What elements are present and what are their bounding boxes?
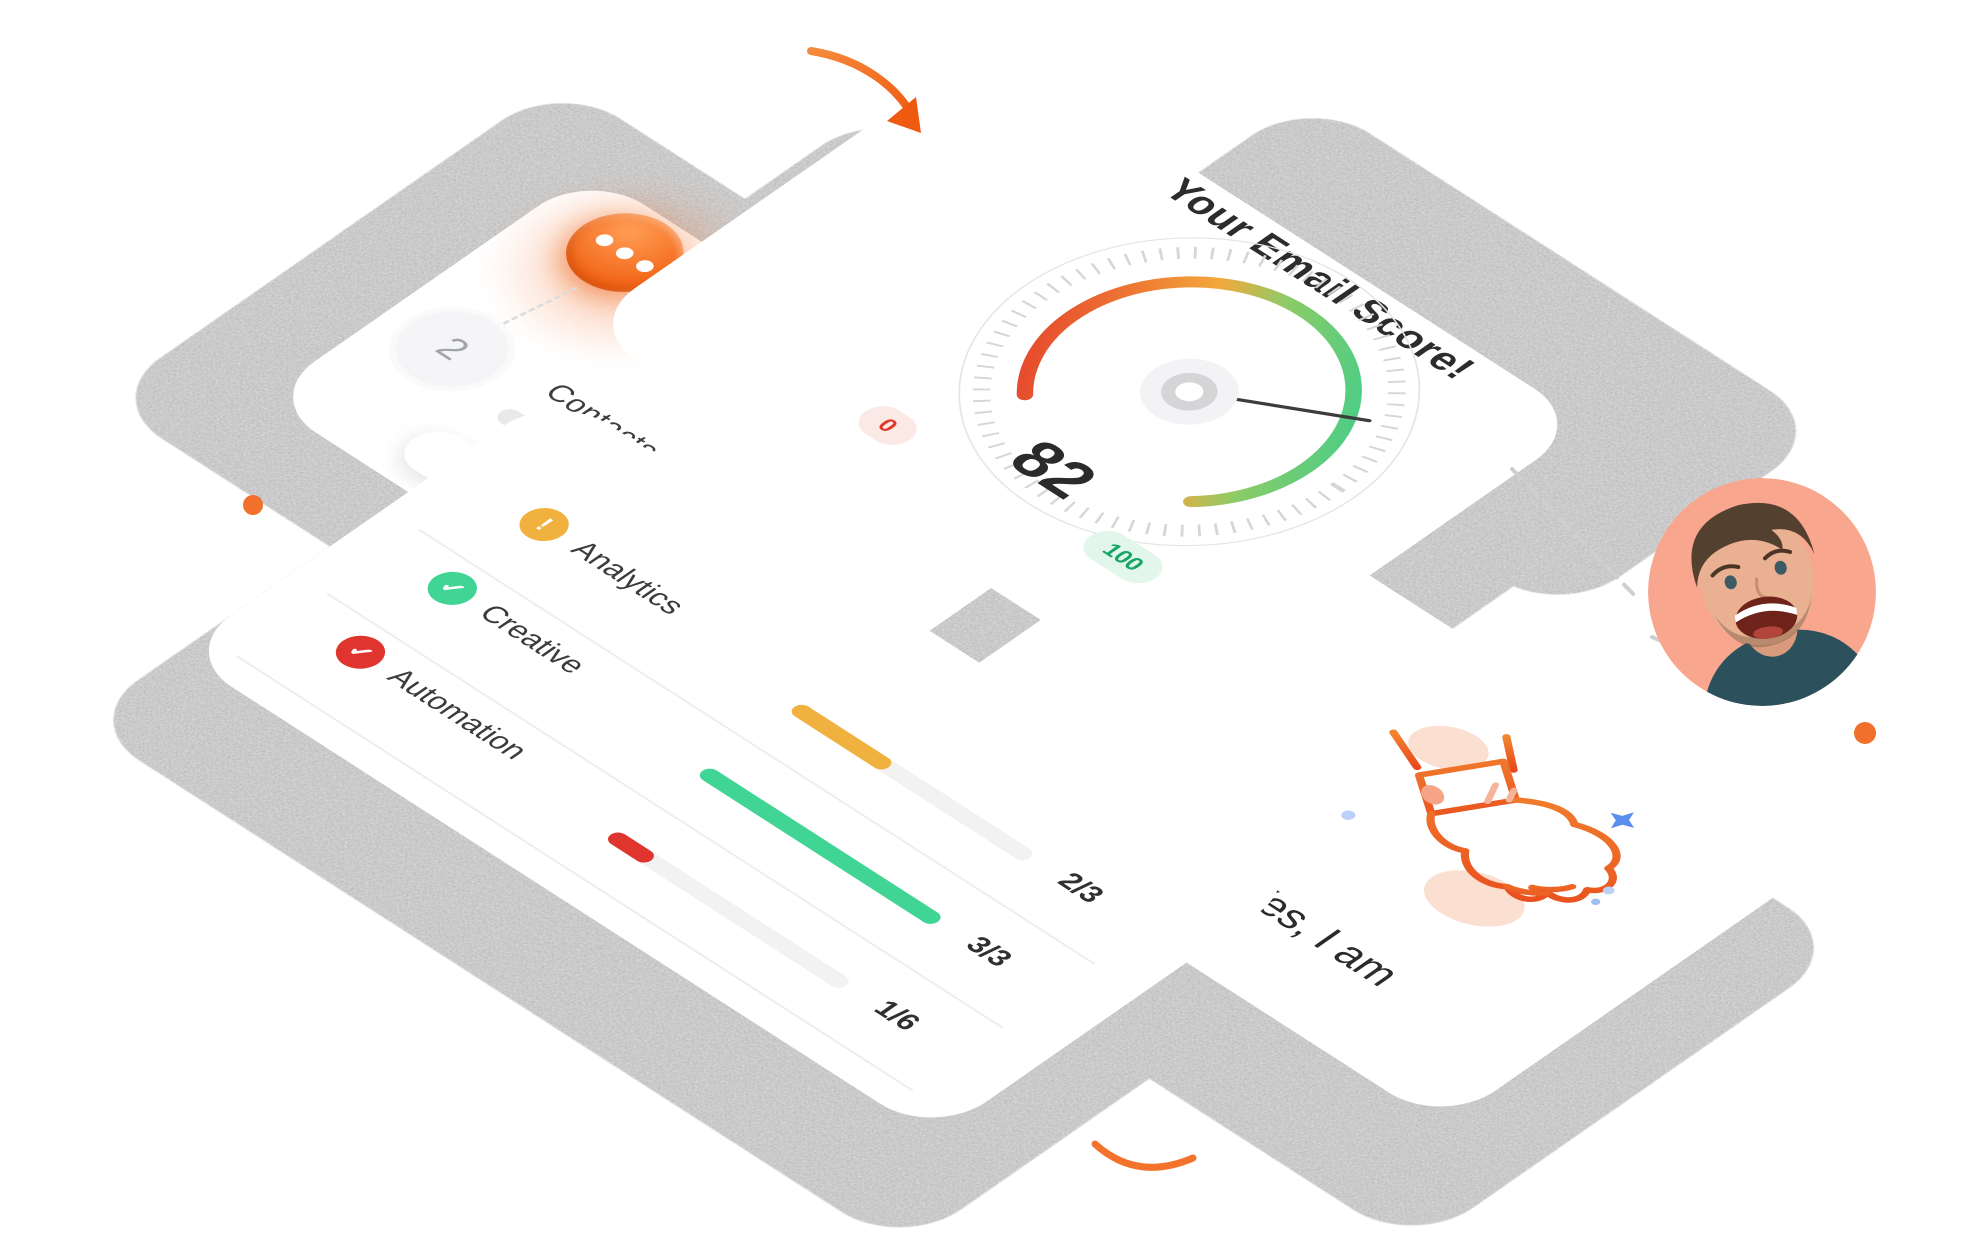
score-card: Your Email Score! 82 0 100 <box>582 40 1589 709</box>
ellipsis-icon <box>592 231 658 274</box>
row-fraction: 3/3 <box>958 931 1019 972</box>
gauge-ticks <box>972 246 1406 537</box>
row-divider <box>326 592 1005 1029</box>
orange-dot <box>1854 722 1876 744</box>
row-label: Analytics <box>563 535 692 620</box>
gauge-arc <box>1016 276 1362 508</box>
check-icon: ✓ <box>417 565 488 612</box>
score-gauge <box>958 237 1421 547</box>
progress-fill <box>603 829 658 866</box>
check-icon: ✓ <box>325 628 396 676</box>
progress-track <box>787 702 1037 863</box>
progress-fill <box>695 765 945 927</box>
orange-dot <box>243 495 263 515</box>
curved-arrow-down-icon <box>807 47 921 133</box>
sparkle-icon <box>1610 812 1635 829</box>
row-fraction: 1/6 <box>866 995 927 1036</box>
row-label: Automation <box>380 663 535 765</box>
warning-icon: ! <box>509 501 579 548</box>
avatar <box>1648 478 1876 706</box>
thumbs-up-icon <box>1341 725 1635 927</box>
progress-track <box>695 765 945 927</box>
row-label: Creative <box>471 599 593 679</box>
row-fraction: 2/3 <box>1050 868 1111 909</box>
icon-glyph: ! <box>529 514 560 535</box>
icon-glyph: ✓ <box>432 574 473 603</box>
icon-glyph: ✓ <box>340 638 381 666</box>
orange-swoosh-icon <box>1091 1140 1197 1171</box>
progress-fill <box>787 702 896 773</box>
confirm-card[interactable]: Yes, I am <box>854 487 1820 1128</box>
